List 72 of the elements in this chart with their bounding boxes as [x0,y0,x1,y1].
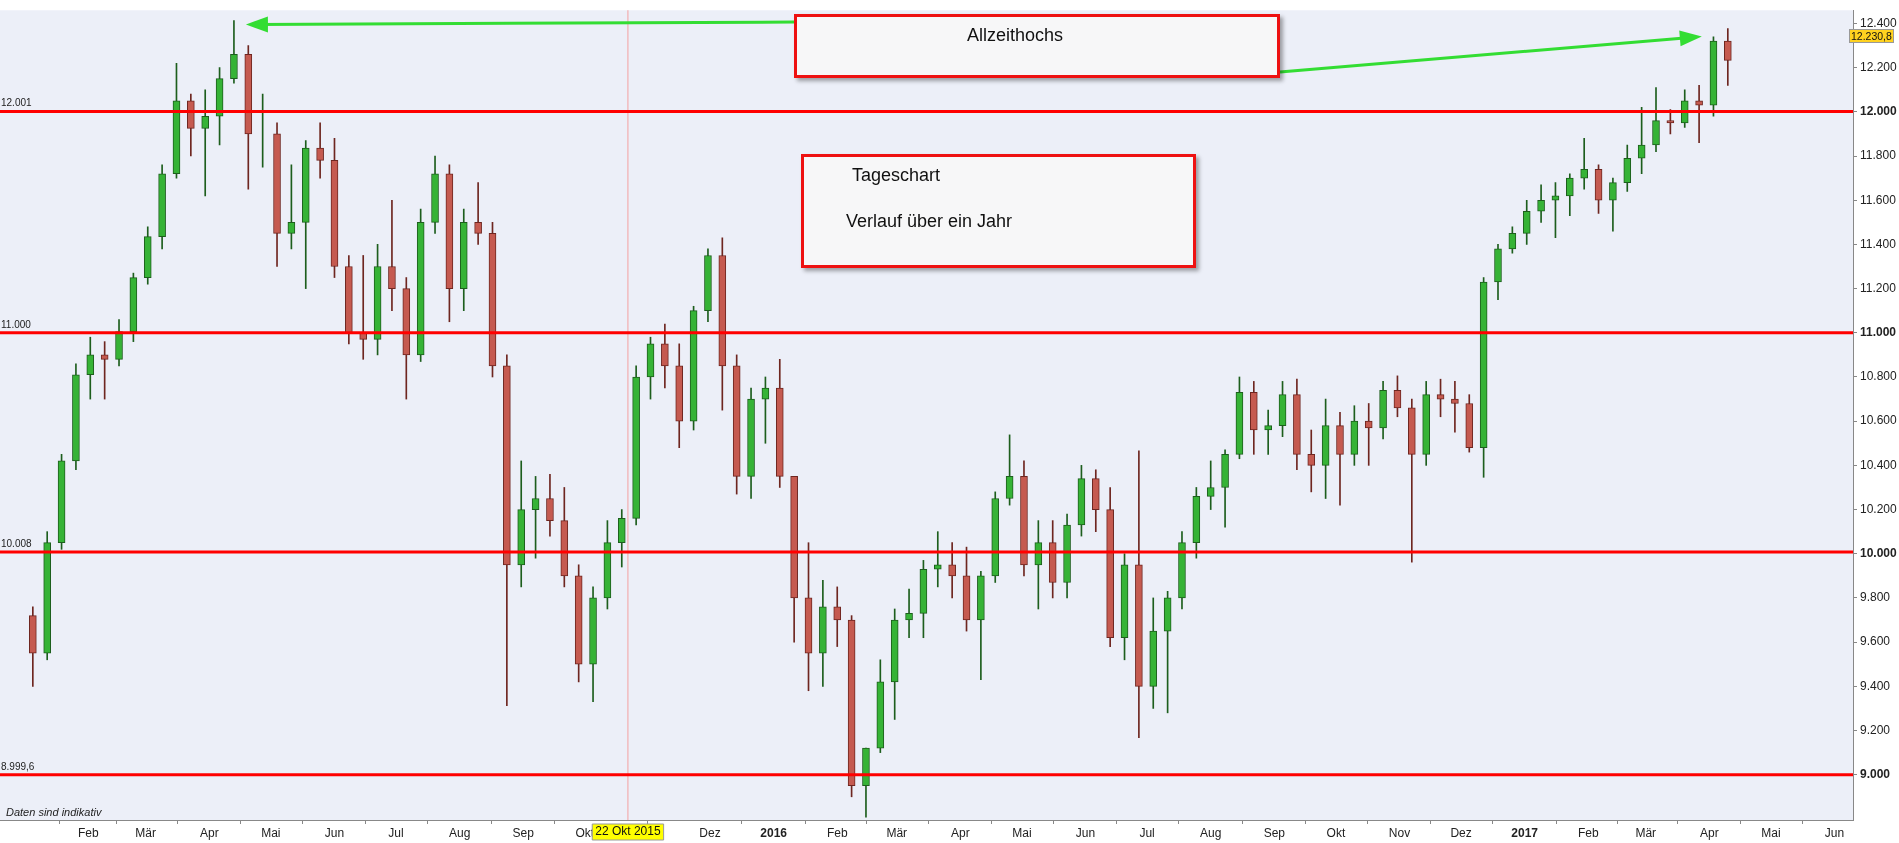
candlestick [933,531,942,588]
y-tick-label: 11.400 [1860,236,1897,251]
y-tick-label: 9.800 [1860,590,1891,605]
x-tick-label: 2016 [760,825,788,840]
x-tick-label: Mär [886,825,908,840]
x-tick-label: Mär [1635,825,1657,840]
x-tick-label: Jul [1139,825,1155,840]
x-tick-label: Nov [1388,825,1411,840]
y-tick-label: 11.600 [1860,192,1897,207]
y-tick-label: 9.000 [1860,767,1891,782]
y-tick-label: 12.200 [1860,59,1898,74]
y-tick-label: 9.200 [1860,722,1891,737]
y-tick-label: 10.400 [1860,457,1898,472]
ref-line-label: 10.008 [1,537,33,549]
candlestick [201,89,210,197]
y-tick-label: 10.000 [1860,546,1898,561]
y-tick-label: 11.200 [1860,280,1897,295]
note-box: Tageschart Verlauf über ein Jahr [801,154,1196,268]
x-tick-label: Feb [826,825,848,840]
y-tick-label: 12.000 [1860,104,1898,119]
candlestick [316,122,324,179]
x-tick-label: Mai [261,825,281,840]
annotation: Allzeithochs [967,25,1064,46]
x-tick-label: Jun [324,825,345,840]
annotation: Verlauf über ein Jahr [846,211,1013,232]
candlestick [1580,138,1589,190]
x-tick-label: Sep [1263,825,1286,840]
ref-line-label: 11.000 [1,318,32,330]
y-tick-label: 10.600 [1860,413,1898,428]
x-tick-label: Okt [1326,825,1346,840]
ref-line-label: 12.001 [1,97,33,109]
candlestick [1264,409,1272,455]
x-tick-label: Mai [1761,825,1781,840]
candlestick [1451,381,1459,433]
y-tick-label: 9.400 [1860,678,1891,693]
x-tick-label: Apr [199,825,219,840]
note-box: Allzeithochs [794,14,1280,78]
x-tick-label: Mai [1012,825,1032,840]
x-tick-label: Mär [135,825,157,840]
x-tick-label: Dez [1450,825,1472,840]
candlestick [474,182,482,245]
x-tick-label: Apr [951,825,970,840]
candlestick [905,588,913,639]
candlestick [359,255,368,360]
x-tick-label: Aug [448,825,471,840]
y-tick-label: 11.000 [1860,325,1897,340]
x-tick-label: Dez [699,825,721,840]
x-tick-label: Aug [1200,825,1222,840]
y-tick-label: 12.400 [1860,15,1898,30]
y-tick-label: 11.800 [1860,148,1897,163]
candlestick [833,586,842,647]
candlestick [388,199,396,312]
candlestick [1206,460,1215,510]
x-tick-label: Jun [1075,825,1096,840]
x-tick-label: Apr [1700,825,1719,840]
y-tick-label: 10.800 [1860,369,1898,384]
annotation: 12.230,8 [1849,29,1894,43]
x-tick-label: 2017 [1511,825,1539,840]
ref-line-label: 22 Okt 2015 [595,824,661,839]
annotation: Tageschart [852,165,941,186]
candlestick [1695,85,1703,144]
y-tick-label: 10.200 [1860,501,1898,516]
x-tick-label: Feb [1577,825,1599,840]
ref-line-label: 8.999,6 [1,760,35,772]
x-tick-label: Feb [77,825,99,840]
x-tick-label: Sep [512,825,535,840]
annotation: Daten sind indikativ [6,806,102,818]
x-tick-label: Jul [388,825,404,840]
y-tick-label: 9.600 [1860,634,1891,649]
x-tick-label: Jun [1824,825,1845,840]
candlestick [1307,429,1316,493]
candlestick [1364,403,1373,466]
